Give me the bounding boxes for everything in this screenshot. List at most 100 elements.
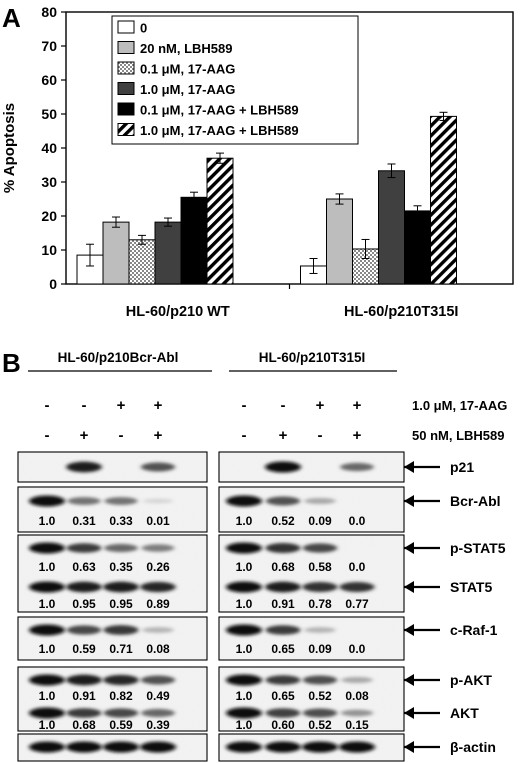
band [265,496,301,506]
blot-texture [220,488,403,531]
band [226,542,262,554]
band [141,544,175,552]
densitometry-value: 0.59 [109,718,133,732]
y-tick-label: 10 [41,242,57,258]
left-group-title: HL-60/p210Bcr-Abl [58,350,179,365]
band [104,543,138,553]
band [140,675,176,685]
legend: 0 20 nM, LBH589 0.1 μM, 17-AAG 1.0 μM, 17-A… [111,15,359,145]
bar [404,210,431,285]
legend-label: 0 [140,21,147,36]
band [302,675,338,685]
densitometry-value: 0.71 [109,642,133,656]
densitometry-value: 0.63 [72,560,96,574]
densitometry-value: 0.77 [345,597,369,611]
treatment-mark: + [279,427,288,444]
band [29,741,65,753]
densitometry-value: 0.68 [271,560,295,574]
protein-label: STAT5 [450,579,492,595]
error-bar [439,111,448,121]
band [302,708,338,718]
band [265,625,301,635]
band [66,543,102,553]
band [141,708,175,718]
band [339,582,375,592]
treatment-label: 1.0 μM, 17-AAG [412,398,507,413]
densitometry-value: 1.0 [236,560,253,574]
band [226,624,262,636]
arrow-icon [404,495,440,507]
y-tick-label: 0 [49,276,57,292]
blot-group: 1.0 0.63 0.35 0.26 1.0 0.95 0.95 0.89 1.0 0.68 0.5… [17,534,506,613]
error-bar [361,238,370,259]
band [265,675,301,685]
densitometry-value: 0.52 [271,514,295,528]
bar [128,239,156,285]
band [302,582,338,592]
treatment-mark: - [82,397,87,414]
y-tick-label: 80 [41,4,57,20]
densitometry-value: 0.95 [72,597,96,611]
bar [180,196,208,285]
densitometry-value: 0.0 [349,642,366,656]
band [304,497,336,505]
legend-swatch [117,123,135,136]
band [142,498,174,504]
treatment-mark: + [154,397,163,414]
densitometry-value: 0.52 [308,689,332,703]
band [140,581,176,593]
densitometry-value: 0.68 [72,718,96,732]
band [265,741,301,753]
y-axis: 0 10 20 30 40 50 60 70 80 [41,4,66,292]
densitometry-value: 0.35 [109,560,133,574]
x-category-label: HL-60/p210T315I [344,304,458,320]
blot-group: 1.0 0.59 0.71 0.08 1.0 0.65 0.09 0.0 c-Raf-1 [17,616,498,661]
densitometry-value: 1.0 [39,718,56,732]
band [226,674,262,686]
x-categories: HL-60/p210 WT HL-60/p210T315I [126,284,458,320]
arrow-icon [404,674,440,686]
densitometry-value: 0.52 [308,718,332,732]
blot-texture [19,488,206,531]
legend-box [111,15,359,145]
y-axis-label: % Apoptosis [1,103,18,193]
densitometry-value: 0.0 [349,560,366,574]
blot-group: 1.0 0.91 0.82 0.49 1.0 0.68 0.59 0.39 1.0 0.65 0.5… [17,666,492,732]
densitometry-value: 0.15 [345,718,369,732]
right-group-title: HL-60/p210T315I [259,350,366,365]
y-tick-label: 60 [41,72,57,88]
arrow-icon [404,581,440,593]
y-tick-label: 20 [41,208,57,224]
densitometry-value: 0.82 [109,689,133,703]
panel-a-chart: 0 10 20 30 40 50 60 70 80 % Apoptosis HL-60/p210… [1,4,514,320]
blot-group: 1.0 0.31 0.33 0.01 1.0 0.52 0.09 0.0 Bcr-Abl [17,486,501,533]
treatment-mark: - [45,427,50,444]
protein-label: AKT [450,705,479,721]
densitometry-value: 0.65 [271,642,295,656]
densitometry-value: 0.49 [146,689,170,703]
blot-group: β-actin [17,733,496,762]
legend-swatch [117,61,135,75]
error-bar [387,163,396,179]
band [140,462,176,472]
treatment-mark: + [154,427,163,444]
legend-swatch [117,82,135,95]
treatment-mark: + [353,427,362,444]
treatment-mark: - [242,397,247,414]
densitometry-value: 1.0 [39,560,56,574]
error-bar [309,258,318,274]
densitometry-value: 0.58 [308,560,332,574]
error-bar [335,193,344,205]
densitometry-value: 1.0 [236,514,253,528]
band [341,676,373,684]
band [29,674,65,686]
bar [154,221,182,285]
band [302,741,338,753]
densitometry-value: 0.89 [146,597,170,611]
error-bar [413,205,422,217]
y-tick-label: 30 [41,174,57,190]
band [103,625,139,635]
densitometry-value: 1.0 [39,642,56,656]
legend-swatch [117,41,135,54]
